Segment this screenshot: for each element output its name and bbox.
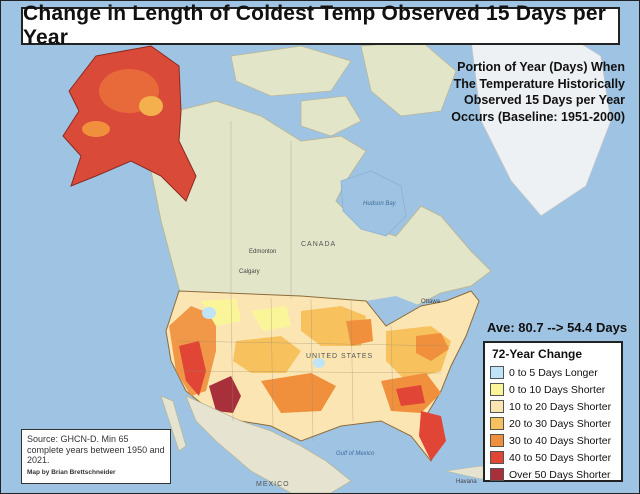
legend-label: 0 to 5 Days Longer	[509, 366, 598, 379]
legend-item: 0 to 10 Days Shorter	[490, 381, 616, 398]
legend-item: 40 to 50 Days Shorter	[490, 449, 616, 466]
legend-label: 20 to 30 Days Shorter	[509, 417, 612, 430]
longer-zone-west	[202, 307, 216, 319]
legend-item: 0 to 5 Days Longer	[490, 364, 616, 381]
mexico-land	[185, 395, 352, 493]
average-text: Ave: 80.7 --> 54.4 Days	[487, 320, 628, 335]
boundary-lines	[175, 121, 452, 442]
hudson-bay	[340, 170, 407, 237]
legend-swatch	[490, 400, 504, 413]
label-canada: CANADA	[301, 241, 337, 248]
label-calgary: Calgary	[239, 269, 260, 275]
baja-california	[160, 395, 187, 452]
texas-band	[261, 373, 336, 413]
legend-swatch	[490, 417, 504, 430]
title-box: Change in Length of Coldest Temp Observe…	[21, 2, 620, 49]
source-text: Source: GHCN-D. Min 65 complete years be…	[27, 434, 165, 465]
legend-item: 30 to 40 Days Shorter	[490, 432, 616, 449]
longer-zone-central	[313, 358, 325, 368]
label-united-states: UNITED STATES	[306, 353, 374, 360]
subtitle: Portion of Year (Days) When The Temperat…	[415, 59, 625, 125]
alaska-west-zone	[82, 121, 110, 137]
legend-swatch	[490, 366, 504, 379]
northern-light-zone	[251, 306, 291, 331]
legend-swatch	[490, 434, 504, 447]
alaska-mild-zone	[139, 96, 163, 116]
florida-band	[419, 411, 446, 461]
legend-item: 10 to 20 Days Shorter	[490, 398, 616, 415]
legend-label: 10 to 20 Days Shorter	[509, 400, 612, 413]
legend: 72-Year Change 0 to 5 Days Longer 0 to 1…	[483, 341, 623, 482]
victoria-island	[300, 95, 362, 137]
label-mexico: MEXICO	[256, 481, 290, 488]
legend-item: Over 50 Days Shorter	[490, 466, 616, 483]
label-havana: Havana	[456, 479, 477, 485]
subtitle-line: Observed 15 Days per Year	[464, 93, 625, 107]
subtitle-line: Portion of Year (Days) When	[457, 60, 625, 74]
legend-label: 0 to 10 Days Shorter	[509, 383, 606, 396]
map-title: Change in Length of Coldest Temp Observe…	[23, 2, 607, 49]
mid-atlantic-band	[416, 333, 449, 361]
arctic-island	[230, 45, 352, 97]
legend-label: 40 to 50 Days Shorter	[509, 451, 612, 464]
legend-title: 72-Year Change	[492, 347, 583, 361]
legend-swatch	[490, 383, 504, 396]
subtitle-line: The Temperature Historically	[453, 76, 625, 91]
label-ottawa: Ottawa	[421, 299, 441, 305]
legend-label: 30 to 40 Days Shorter	[509, 434, 612, 447]
alaska-region	[62, 45, 197, 202]
legend-item: 20 to 30 Days Shorter	[490, 415, 616, 432]
label-hudson-bay: Hudson Bay	[363, 201, 396, 207]
label-gulf-of-mexico: Gulf of Mexico	[336, 451, 375, 457]
central-hotspot	[346, 319, 373, 346]
source-box: Source: GHCN-D. Min 65 complete years be…	[21, 429, 171, 484]
interior-west-band	[233, 336, 301, 373]
label-edmonton: Edmonton	[249, 249, 277, 255]
southeast-hotspot	[396, 385, 425, 406]
subtitle-line: Occurs (Baseline: 1951-2000)	[451, 109, 625, 124]
california-band	[179, 341, 206, 396]
legend-swatch	[490, 468, 504, 481]
author-credit: Map by Brian Brettschneider	[27, 468, 116, 476]
legend-label: Over 50 Days Shorter	[509, 468, 611, 481]
legend-swatch	[490, 451, 504, 464]
southwest-hotspot	[209, 376, 241, 413]
